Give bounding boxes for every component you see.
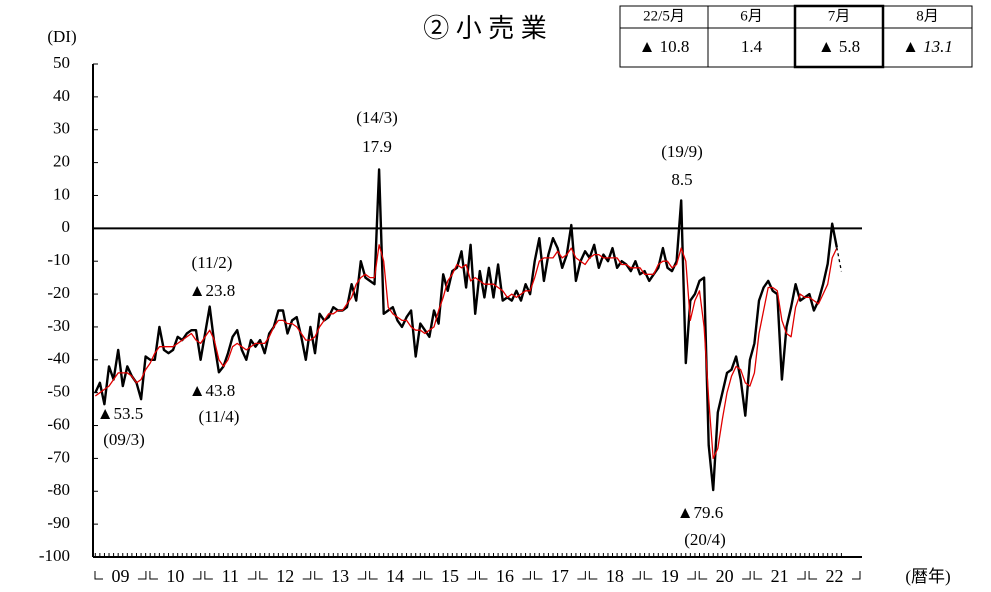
year-bracket — [588, 571, 641, 580]
annotation-value: 17.9 — [362, 137, 392, 156]
year-bracket — [479, 571, 531, 580]
x-tick-label: 10 — [166, 566, 184, 586]
x-tick-label: 09 — [111, 566, 129, 586]
annotation-value: ▲43.8 — [189, 381, 236, 400]
y-tick-label: -100 — [39, 546, 70, 565]
y-tick-label: -60 — [47, 414, 70, 433]
year-bracket — [698, 571, 751, 580]
table-cell: ▲ 10.8 — [639, 37, 690, 56]
year-bracket — [753, 571, 806, 580]
year-bracket — [259, 571, 312, 580]
y-tick-label: 10 — [53, 184, 70, 203]
y-tick-label: 40 — [53, 86, 70, 105]
year-bracket — [643, 571, 696, 580]
y-tick-label: -40 — [47, 349, 70, 368]
table-cell: ▲ 13.1 — [902, 37, 953, 56]
chart-title: ② 小 売 業 — [423, 14, 547, 43]
x-tick-label: 11 — [222, 566, 239, 586]
table-header: 8月 — [916, 8, 939, 24]
x-tick-label: 20 — [716, 566, 734, 586]
year-bracket — [424, 571, 476, 580]
x-tick-label: 13 — [331, 566, 349, 586]
annotation-value: ▲79.6 — [677, 503, 724, 522]
line — [836, 247, 843, 272]
y-tick-label: 30 — [53, 119, 70, 138]
annotation-value: ▲53.5 — [97, 404, 144, 423]
annotation-date: (11/2) — [192, 253, 233, 272]
y-tick-label: 0 — [62, 217, 71, 236]
line — [94, 244, 838, 460]
table-header: 7月 — [828, 8, 851, 24]
annotation-date: (19/9) — [661, 142, 703, 161]
year-bracket — [94, 571, 147, 580]
y-tick-label: -70 — [47, 447, 70, 466]
x-axis-label: (暦年) — [905, 567, 950, 586]
table-highlight — [793, 4, 885, 69]
y-tick-label: -80 — [47, 480, 70, 499]
table-header: 6月 — [740, 8, 763, 24]
x-tick-label: 16 — [496, 566, 514, 586]
x-tick-label: 22 — [826, 566, 844, 586]
line — [94, 168, 838, 492]
annotation-date: (09/3) — [103, 430, 145, 449]
y-tick-label: 20 — [53, 152, 70, 171]
y-tick-label: -30 — [47, 316, 70, 335]
year-bracket — [369, 571, 422, 580]
table-header: 22/5月 — [643, 8, 685, 24]
table-cell: ▲ 5.8 — [818, 37, 860, 56]
annotation-value: ▲23.8 — [189, 281, 236, 300]
y-tick-label: 50 — [53, 53, 70, 72]
y-axis-label: (DI) — [47, 27, 76, 46]
year-bracket — [533, 571, 586, 580]
y-tick-label: -10 — [47, 250, 70, 269]
annotation-date: (14/3) — [356, 108, 398, 127]
x-tick-label: 17 — [551, 566, 569, 586]
y-tick-label: -50 — [47, 382, 70, 401]
y-tick-label: -90 — [47, 513, 70, 532]
year-bracket — [314, 571, 367, 580]
x-tick-label: 15 — [441, 566, 459, 586]
x-tick-label: 19 — [661, 566, 679, 586]
x-tick-label: 14 — [386, 566, 404, 586]
year-bracket — [204, 571, 257, 580]
table-cell: 1.4 — [741, 37, 763, 56]
y-tick-label: -20 — [47, 283, 70, 302]
annotation-value: 8.5 — [671, 170, 692, 189]
annotation-date: (20/4) — [684, 530, 726, 549]
year-bracket — [808, 571, 861, 580]
x-tick-label: 21 — [771, 566, 789, 586]
x-tick-label: 12 — [276, 566, 294, 586]
x-tick-label: 18 — [606, 566, 624, 586]
year-bracket — [149, 571, 202, 580]
annotation-date: (11/4) — [199, 407, 240, 426]
